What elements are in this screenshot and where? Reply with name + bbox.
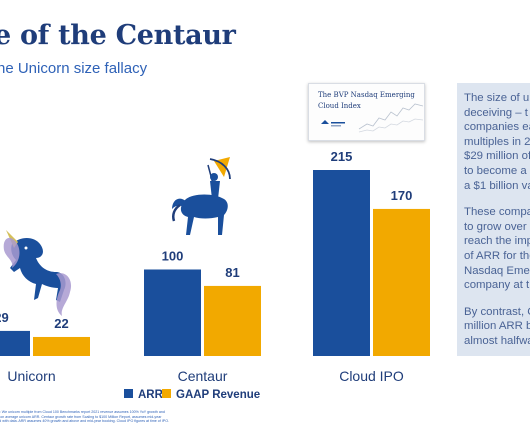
category-label: Unicorn: [7, 368, 55, 384]
legend-swatch: [162, 389, 171, 398]
bar-unicorn-arr: [0, 330, 30, 356]
footnote: s: We unicorn multiple from Cloud 100 Be…: [0, 410, 169, 424]
legend-swatch: [124, 389, 133, 398]
unicorn-illustration: [3, 230, 72, 316]
data-label: 29: [0, 310, 9, 325]
legend-label: GAAP Revenue: [176, 389, 260, 401]
data-label: 81: [225, 265, 239, 280]
bar-centaur-arr: [144, 269, 201, 356]
callout-paragraph-3: By contrast, C million ARR b almost half…: [464, 305, 530, 347]
page-title: e of the Centaur: [0, 20, 236, 51]
index-chart-thumbnail: [321, 103, 424, 133]
bar-cloud-ipo-arr: [313, 170, 370, 356]
index-card-title: The BVP Nasdaq Emerging Cloud Index: [318, 91, 415, 110]
legend-label: ARR: [138, 389, 164, 401]
page-subtitle: he Unicorn size fallacy: [0, 60, 148, 77]
callout-paragraph-1: The size of un deceiving – t companies e…: [464, 92, 530, 192]
data-label: 100: [162, 248, 184, 263]
data-label: 170: [391, 188, 413, 203]
callout-box: The size of un deceiving – t companies e…: [457, 83, 530, 356]
centaur-illustration: [172, 157, 231, 235]
data-label: 22: [54, 316, 68, 331]
bar-centaur-gaap-revenue: [204, 285, 261, 356]
callout-paragraph-2: These compa to grow over reach the imp o…: [464, 206, 530, 292]
category-label: Centaur: [178, 368, 228, 384]
category-label: Cloud IPO: [339, 368, 404, 384]
bar-unicorn-gaap-revenue: [33, 336, 90, 356]
index-card: The BVP Nasdaq Emerging Cloud Index: [308, 83, 425, 141]
bar-cloud-ipo-gaap-revenue: [373, 208, 430, 356]
data-label: 215: [331, 149, 353, 164]
